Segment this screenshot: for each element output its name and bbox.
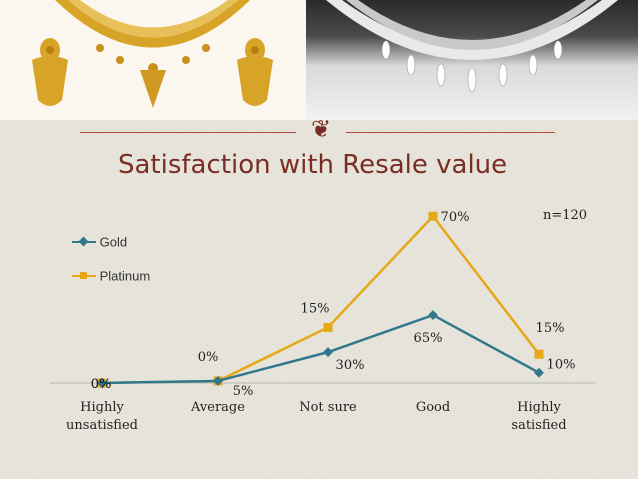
data-point-gold [534, 367, 544, 378]
title-divider-left [80, 132, 296, 133]
sample-size-label: n=120 [543, 208, 588, 223]
platinum-necklace-photo [306, 0, 638, 120]
x-tick-label: Highly unsatisfied [66, 400, 138, 433]
x-tick-label: Highly satisfied [511, 400, 566, 433]
data-point-platinum [428, 211, 438, 221]
series-line-gold [101, 313, 540, 385]
data-point-gold [428, 310, 438, 321]
data-label-gold: 30% [336, 358, 365, 373]
data-point-platinum [323, 322, 333, 332]
data-point-gold [213, 375, 223, 386]
data-label-platinum: 0% [198, 350, 219, 365]
data-label-gold: 10% [547, 358, 576, 373]
data-label-gold: 5% [233, 384, 254, 399]
chart-legend: Gold Platinum [72, 233, 150, 301]
data-point-gold [323, 347, 333, 358]
series-line-platinum [101, 214, 540, 385]
slide-title: Satisfaction with Resale value [118, 150, 508, 180]
data-label-platinum: 0% [91, 377, 112, 392]
gold-necklace-photo [0, 0, 306, 120]
photo-strip [0, 0, 638, 120]
data-label-platinum: 15% [536, 321, 565, 336]
legend-label-gold: Gold [99, 234, 128, 250]
legend-item-gold: Gold [72, 233, 150, 251]
data-label-gold: 65% [414, 331, 443, 346]
slide-texture [0, 120, 638, 479]
gold-series-swatch [72, 233, 96, 251]
decorative-flourish-icon: ❦ [310, 115, 332, 143]
x-tick-label: Not sure [299, 400, 357, 415]
x-tick-label: Good [416, 400, 450, 415]
legend-label-platinum: Platinum [99, 268, 151, 284]
data-label-gold: 0% [91, 377, 112, 392]
data-label-platinum: 15% [301, 301, 330, 316]
x-tick-label: Average [190, 400, 245, 415]
data-label-platinum: 70% [441, 210, 470, 225]
data-point-platinum [534, 349, 544, 359]
title-divider-right [346, 132, 555, 133]
platinum-series-swatch [72, 267, 96, 285]
legend-item-platinum: Platinum [72, 267, 150, 285]
